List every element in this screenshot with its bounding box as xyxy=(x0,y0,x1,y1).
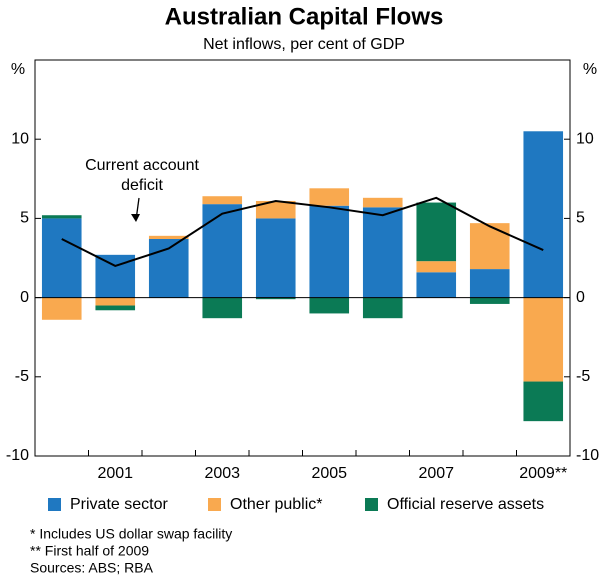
y2-tick-label: 10 xyxy=(576,130,594,147)
bar xyxy=(469,223,510,270)
x-tick-label: 2007 xyxy=(418,465,454,482)
annotation-arrowhead xyxy=(131,214,140,222)
y-tick-label: 5 xyxy=(20,210,29,227)
x-tick-label: 2003 xyxy=(204,465,240,482)
bar xyxy=(416,202,457,262)
bar xyxy=(309,188,350,206)
footnote: * Includes US dollar swap facility xyxy=(30,526,232,542)
y2-axis-label: % xyxy=(583,61,597,78)
bar xyxy=(148,235,189,239)
chart-subtitle: Net inflows, per cent of GDP xyxy=(203,36,405,53)
bar xyxy=(95,297,136,306)
bar xyxy=(309,297,350,314)
bar xyxy=(255,200,296,219)
bar xyxy=(362,207,403,298)
bar xyxy=(523,381,564,422)
legend-swatch xyxy=(365,498,378,511)
bar xyxy=(309,205,350,298)
bar xyxy=(362,297,403,319)
plot-frame xyxy=(34,59,571,457)
bar xyxy=(41,215,82,219)
bar xyxy=(255,297,296,300)
legend-label: Other public* xyxy=(230,496,323,513)
x-tick-label: 2005 xyxy=(311,465,347,482)
bar xyxy=(469,297,510,304)
footnote: Sources: ABS; RBA xyxy=(30,560,154,576)
bar xyxy=(202,196,243,205)
y-tick-label: -5 xyxy=(15,368,29,385)
bar xyxy=(41,297,82,320)
chart-title: Australian Capital Flows xyxy=(165,3,444,30)
x-tick-label: 2001 xyxy=(97,465,133,482)
bar xyxy=(202,297,243,319)
x-tick-label: 2009** xyxy=(519,465,567,482)
bar xyxy=(523,297,564,382)
annotation: deficit xyxy=(121,177,163,194)
bar xyxy=(523,131,564,298)
y-axis-label: % xyxy=(11,61,25,78)
line xyxy=(61,196,544,267)
y2-tick-label: 0 xyxy=(576,289,585,306)
legend-swatch xyxy=(208,498,221,511)
y2-tick-label: 5 xyxy=(576,210,585,227)
bar xyxy=(202,204,243,298)
bar xyxy=(362,197,403,208)
y2-tick-label: -5 xyxy=(576,368,590,385)
bar xyxy=(416,261,457,273)
bar xyxy=(41,218,82,298)
footnote: ** First half of 2009 xyxy=(30,543,149,559)
y-tick-label: -10 xyxy=(6,447,29,464)
annotation: Current account xyxy=(85,157,199,174)
bar xyxy=(416,272,457,298)
legend-swatch xyxy=(48,498,61,511)
legend-label: Private sector xyxy=(70,496,168,513)
bar xyxy=(255,218,296,298)
bar xyxy=(95,305,136,311)
y2-tick-label: -10 xyxy=(576,447,599,464)
y-tick-label: 10 xyxy=(11,130,29,147)
bar xyxy=(469,269,510,298)
legend-label: Official reserve assets xyxy=(387,496,544,513)
y-tick-label: 0 xyxy=(20,289,29,306)
